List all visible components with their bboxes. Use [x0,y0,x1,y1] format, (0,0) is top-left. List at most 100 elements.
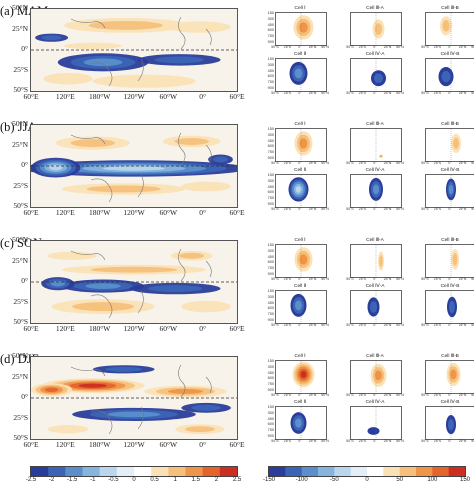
anomaly-blob [61,183,186,195]
map-mam [30,8,238,92]
cell-lat-tick: 0° [373,45,377,49]
colorbar-swatch [82,467,101,476]
map-lat-tick: 25°N [12,371,28,381]
cell-lat-tick: 0° [373,393,377,397]
cell-title: Cell Ⅲ-A [366,122,384,127]
colorbar-tick: -1.5 [67,477,78,483]
map-lat-tick: 25°S [13,180,28,190]
cell-lat-tick: 50°S [421,207,429,211]
cell-lat-tick: 50°N [471,277,474,281]
colorbar-tick: -50 [329,477,339,483]
cell-lat-tick: 25°N [308,323,317,327]
map-lat-tick: 25°S [13,296,28,306]
map-lon-tick: 120°W [123,324,145,333]
colorbar-tick: -150 [262,477,276,483]
map-lon-tick: 60°E [229,92,245,101]
map-lat-tick: 0° [21,276,28,285]
pressure-tick: 750 [267,196,274,201]
cell-blob [371,70,386,87]
anomaly-blob [61,264,207,275]
map-lon-tick: 60°E [229,324,245,333]
pressure-tick: 150 [267,173,274,177]
cell-blob [378,251,384,271]
pressure-tick: 150 [267,289,274,293]
pressure-tick: 150 [267,57,274,61]
cell-lat-tick: 25°S [283,277,292,281]
cell-title: Cell Ⅰ [294,122,306,127]
cell-lat-tick: 50°N [321,439,329,443]
anomaly-blob [92,74,196,88]
cell-panel-son [350,244,402,278]
cell-blob [290,293,307,317]
map-son [30,240,238,324]
map-lat-tick: 50°N [12,351,28,360]
pressure-tick: 300 [267,16,274,21]
pressure-tick: 450 [267,22,274,27]
cell-blob [372,19,385,39]
cell-lat-tick: 25°N [383,45,392,49]
cell-lat-tick: 50°N [471,45,474,49]
cell-lat-tick: 25°N [383,439,392,443]
cell-title: Cell Ⅲ-A [366,354,384,359]
colorbar-swatch [367,467,384,476]
pressure-tick: 600 [267,74,274,79]
pressure-tick: 750 [267,34,274,39]
colorbar-swatch [48,467,66,476]
anomaly-blob [92,365,155,374]
cell-lat-tick: 50°N [396,277,404,281]
pressure-tick: 900 [267,434,274,439]
colorbar-swatch [285,467,303,476]
cell-lat-tick: 25°S [283,161,292,165]
map-lon-tick: 180°W [88,92,111,101]
cell-lat-tick: 25°S [433,439,442,443]
cell-lat-tick: 25°N [308,393,317,397]
colorbar-left [30,466,238,477]
pressure-tick: 450 [267,138,274,143]
cell-panel-jja [350,174,402,208]
cell-lat-tick: 50°S [271,393,279,397]
cell-lat-tick: 50°S [346,91,354,95]
pressure-tick: 600 [267,376,274,381]
anomaly-blob [129,282,221,295]
cell-blob [292,361,315,388]
map-lon-tick: 120°W [123,440,145,449]
cell-lat-tick: 25°N [308,161,317,165]
cell-lat-tick: 25°S [358,161,367,165]
map-lon-tick: 0° [199,92,207,101]
pressure-tick: 450 [267,300,274,305]
cell-lat-tick: 50°S [346,161,354,165]
map-lon-tick: 0° [199,440,207,449]
map-lon-tick: 180°W [88,324,111,333]
anomaly-blob [181,402,231,413]
colorbar-swatch [448,467,465,476]
cell-lat-tick: 25°S [358,45,367,49]
cell-lat-tick: 50°N [471,393,474,397]
cell-title: Cell Ⅰ [294,6,306,11]
pressure-tick: 600 [267,28,274,33]
cell-lat-tick: 0° [448,393,452,397]
map-jja [30,124,238,208]
pressure-tick: 600 [267,422,274,427]
colorbar-swatch [31,467,49,476]
cell-lat-tick: 0° [448,323,452,327]
pressure-tick: 600 [267,260,274,265]
pressure-tick: 750 [267,266,274,271]
cell-title: Cell Ⅲ-B [441,122,459,127]
map-lat-tick: 0° [21,392,28,401]
cell-lat-tick: 0° [373,323,377,327]
pressure-tick: 750 [267,382,274,387]
cell-blob [294,247,313,272]
pressure-tick: 900 [267,202,274,207]
pressure-tick: 450 [267,370,274,375]
cell-title: Cell Ⅳ-A [365,400,385,405]
cell-blob [451,249,459,270]
pressure-tick: 600 [267,190,274,195]
map-lat-tick: 25°S [13,64,28,74]
cell-lat-tick: 25°N [458,91,467,95]
colorbar-swatch [65,467,83,476]
cell-lat-tick: 50°N [471,323,474,327]
cell-blob [446,362,461,386]
anomaly-blob [41,277,75,291]
colorbar-tick: 0.5 [150,477,159,483]
anomaly-blob [55,136,130,150]
